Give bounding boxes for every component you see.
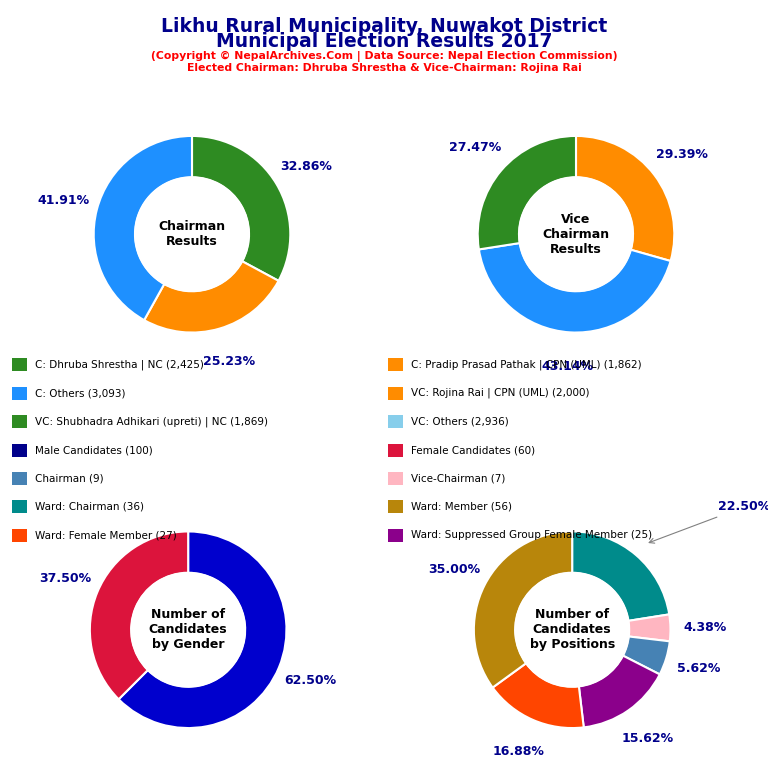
Text: C: Others (3,093): C: Others (3,093) [35, 388, 125, 399]
Wedge shape [479, 243, 670, 333]
Wedge shape [478, 136, 576, 250]
Text: 22.50%: 22.50% [649, 501, 768, 543]
Text: Ward: Female Member (27): Ward: Female Member (27) [35, 530, 177, 541]
Text: Male Candidates (100): Male Candidates (100) [35, 445, 152, 455]
Text: 27.47%: 27.47% [449, 141, 502, 154]
Wedge shape [90, 531, 188, 700]
Text: Likhu Rural Municipality, Nuwakot District: Likhu Rural Municipality, Nuwakot Distri… [161, 17, 607, 36]
Text: Ward: Suppressed Group Female Member (25): Ward: Suppressed Group Female Member (25… [411, 530, 652, 541]
Text: Municipal Election Results 2017: Municipal Election Results 2017 [216, 32, 552, 51]
Text: Number of
Candidates
by Positions: Number of Candidates by Positions [529, 608, 615, 651]
Text: Elected Chairman: Dhruba Shrestha & Vice-Chairman: Rojina Rai: Elected Chairman: Dhruba Shrestha & Vice… [187, 63, 581, 73]
Circle shape [515, 573, 629, 687]
Text: 35.00%: 35.00% [428, 563, 480, 576]
Text: Vice
Chairman
Results: Vice Chairman Results [542, 213, 610, 256]
Wedge shape [576, 136, 674, 261]
Circle shape [135, 177, 249, 291]
Text: VC: Rojina Rai | CPN (UML) (2,000): VC: Rojina Rai | CPN (UML) (2,000) [411, 388, 589, 399]
Text: 29.39%: 29.39% [656, 147, 708, 161]
Circle shape [519, 177, 633, 291]
Wedge shape [628, 614, 670, 641]
Text: Chairman (9): Chairman (9) [35, 473, 103, 484]
Text: 16.88%: 16.88% [493, 745, 545, 758]
Text: 4.38%: 4.38% [684, 621, 727, 634]
Text: C: Pradip Prasad Pathak | CPN (UML) (1,862): C: Pradip Prasad Pathak | CPN (UML) (1,8… [411, 359, 641, 370]
Text: Ward: Member (56): Ward: Member (56) [411, 502, 512, 512]
Wedge shape [474, 531, 572, 687]
Text: Vice-Chairman (7): Vice-Chairman (7) [411, 473, 505, 484]
Text: 37.50%: 37.50% [39, 572, 91, 585]
Wedge shape [118, 531, 286, 728]
Wedge shape [492, 664, 584, 728]
Text: 25.23%: 25.23% [204, 355, 255, 368]
Text: 15.62%: 15.62% [622, 732, 674, 745]
Wedge shape [94, 136, 192, 320]
Text: 43.14%: 43.14% [542, 360, 594, 373]
Text: VC: Others (2,936): VC: Others (2,936) [411, 416, 508, 427]
Text: 32.86%: 32.86% [280, 160, 332, 173]
Wedge shape [623, 637, 670, 674]
Text: VC: Shubhadra Adhikari (upreti) | NC (1,869): VC: Shubhadra Adhikari (upreti) | NC (1,… [35, 416, 267, 427]
Wedge shape [579, 656, 660, 727]
Wedge shape [144, 261, 279, 333]
Wedge shape [192, 136, 290, 281]
Text: Female Candidates (60): Female Candidates (60) [411, 445, 535, 455]
Text: Chairman
Results: Chairman Results [158, 220, 226, 248]
Text: 62.50%: 62.50% [285, 674, 337, 687]
Text: 41.91%: 41.91% [38, 194, 90, 207]
Circle shape [131, 573, 245, 687]
Text: 5.62%: 5.62% [677, 662, 721, 675]
Text: C: Dhruba Shrestha | NC (2,425): C: Dhruba Shrestha | NC (2,425) [35, 359, 204, 370]
Wedge shape [572, 531, 669, 621]
Text: (Copyright © NepalArchives.Com | Data Source: Nepal Election Commission): (Copyright © NepalArchives.Com | Data So… [151, 51, 617, 61]
Text: Number of
Candidates
by Gender: Number of Candidates by Gender [149, 608, 227, 651]
Text: Ward: Chairman (36): Ward: Chairman (36) [35, 502, 144, 512]
